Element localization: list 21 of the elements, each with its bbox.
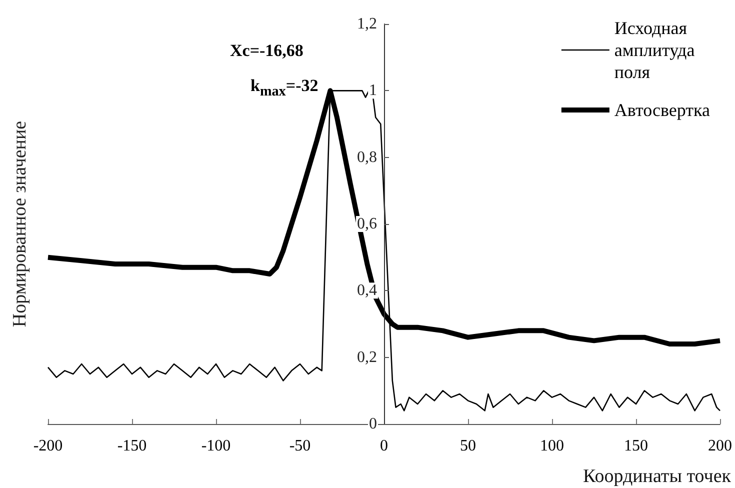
y-tick-label: 0,6 — [357, 216, 377, 232]
x-tick-label: -200 — [33, 438, 63, 454]
x-tick-label: 100 — [540, 438, 564, 454]
x-tick-label: 0 — [380, 438, 388, 454]
x-tick-label: 200 — [708, 438, 732, 454]
annotation-text: Xc=-16,68 — [230, 42, 304, 59]
y-tick-label: 0 — [369, 416, 377, 432]
y-tick-label: 0,4 — [357, 282, 377, 300]
legend-label: Исходная амплитуда поля — [614, 18, 695, 82]
legend-label: Автосвертка — [614, 100, 710, 120]
y-tick-label: 0,2 — [357, 348, 377, 366]
y-tick-label: 1,2 — [357, 16, 377, 32]
annotation-text: k$_{max}$=-32 — [250, 76, 318, 98]
y-tick-label: 0,8 — [357, 148, 377, 166]
x-tick-label: -150 — [117, 438, 147, 454]
x-tick-label: 150 — [624, 438, 648, 454]
y-axis-title: Нормированное значение — [10, 120, 30, 328]
x-tick-label: -100 — [201, 438, 231, 454]
x-axis-title: Координаты точек — [582, 466, 732, 487]
x-tick-label: 50 — [460, 438, 476, 454]
x-tick-label: -50 — [289, 438, 311, 454]
